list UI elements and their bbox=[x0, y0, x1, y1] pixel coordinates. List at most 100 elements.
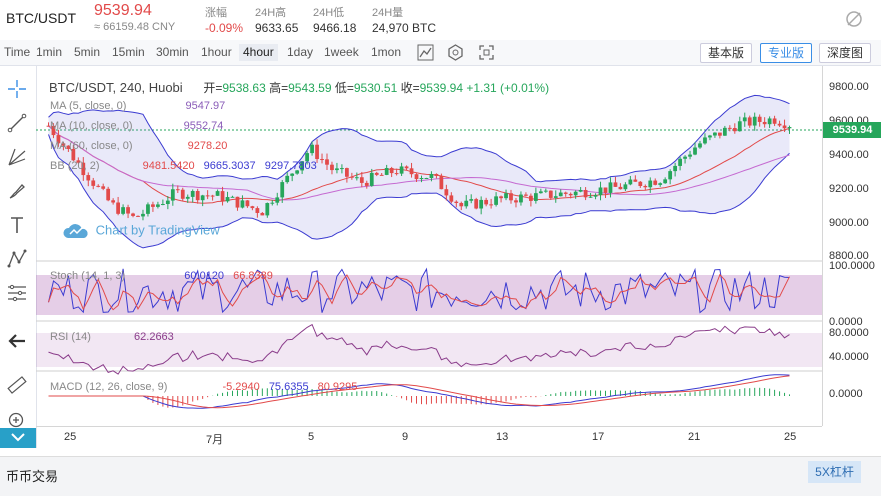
rsi-tick: 80.0000 bbox=[829, 327, 869, 339]
candle-body bbox=[668, 171, 673, 180]
candle-body bbox=[195, 191, 200, 201]
macd-label: MACD (12, 26, close, 9) bbox=[50, 381, 168, 393]
candle-body bbox=[553, 196, 558, 198]
pattern-icon[interactable] bbox=[6, 248, 28, 270]
ma5-label: MA (5, close, 0) bbox=[50, 100, 127, 112]
candle-body bbox=[146, 204, 150, 214]
macd-signal-line bbox=[48, 375, 790, 409]
tf-5min[interactable]: 5min bbox=[74, 45, 101, 59]
spot-trading-tab[interactable]: 币币交易 bbox=[6, 469, 59, 484]
chart-canvas[interactable] bbox=[36, 66, 822, 426]
ma10-label: MA (10, close, 0) bbox=[50, 120, 133, 132]
candle-body bbox=[747, 117, 752, 126]
candle-body bbox=[330, 164, 334, 171]
tf-4hour[interactable]: 4hour bbox=[239, 44, 278, 61]
candle-body bbox=[379, 174, 384, 176]
indicators-icon[interactable] bbox=[446, 43, 465, 62]
candle-body bbox=[121, 207, 125, 214]
tradingview-watermark[interactable]: Chart by TradingView bbox=[62, 222, 220, 240]
ma60-value: 9278.20 bbox=[187, 140, 228, 152]
candle-body bbox=[66, 145, 71, 149]
symbol-title[interactable]: BTC/USDT, 240, Huobi bbox=[49, 80, 183, 95]
candle-body bbox=[399, 166, 404, 174]
candle-body bbox=[698, 143, 702, 148]
tf-30min[interactable]: 30min bbox=[156, 45, 189, 59]
leverage-button[interactable]: 5X杠杆 bbox=[808, 461, 861, 483]
candle-body bbox=[499, 196, 503, 199]
candle-body bbox=[156, 204, 160, 207]
macd-line bbox=[48, 374, 790, 409]
brush-icon[interactable] bbox=[6, 180, 28, 202]
ma5-legend[interactable]: MA (5, close, 0) 9547.97 bbox=[50, 100, 225, 112]
price-tick: 8800.00 bbox=[829, 250, 869, 262]
ma5-value: 9547.97 bbox=[185, 100, 226, 112]
chart-type-icon[interactable] bbox=[416, 43, 435, 62]
ma10-legend[interactable]: MA (10, close, 0) 9552.74 bbox=[50, 120, 223, 132]
candle-body bbox=[116, 202, 120, 214]
candle-body bbox=[548, 190, 553, 198]
time-tick: 5 bbox=[308, 431, 315, 443]
candle-body bbox=[533, 193, 538, 201]
ma60-legend[interactable]: MA (60, close, 0) 9278.20 bbox=[50, 140, 227, 152]
candle-body bbox=[693, 147, 697, 155]
tf-1hour[interactable]: 1hour bbox=[201, 45, 232, 59]
pitchfork-icon[interactable] bbox=[6, 146, 28, 168]
bb-legend[interactable]: BB (20, 2) 9481.5420 9665.3037 9297.7803 bbox=[50, 160, 317, 172]
price-tick: 9200.00 bbox=[829, 183, 869, 195]
pro-view-button[interactable]: 专业版 bbox=[760, 43, 813, 63]
candle-body bbox=[558, 192, 563, 197]
ma10-value: 9552.74 bbox=[183, 120, 224, 132]
basic-view-button[interactable]: 基本版 bbox=[700, 43, 753, 63]
candle-body bbox=[170, 189, 175, 201]
candle-body bbox=[767, 118, 772, 125]
candle-body bbox=[514, 200, 518, 203]
candle-body bbox=[369, 172, 374, 186]
crosshair-icon[interactable] bbox=[6, 78, 28, 100]
candle-body bbox=[265, 203, 270, 216]
time-tick: 25 bbox=[784, 431, 797, 443]
stoch-legend[interactable]: Stoch (14, 1, 3) 60.0120 66.8339 bbox=[50, 270, 273, 282]
depth-chart-button[interactable]: 深度图 bbox=[819, 43, 872, 63]
high-value: 9633.65 bbox=[255, 21, 299, 35]
candle-body bbox=[424, 177, 429, 179]
time-tick: 7月 bbox=[206, 434, 224, 446]
time-tick: 17 bbox=[592, 431, 605, 443]
candle-body bbox=[708, 135, 712, 138]
tf-1mon[interactable]: 1mon bbox=[371, 45, 402, 59]
rsi-legend[interactable]: RSI (14) 62.2663 bbox=[50, 331, 174, 343]
candle-body bbox=[538, 191, 543, 194]
tf-time[interactable]: Time bbox=[4, 45, 31, 59]
candle-body bbox=[718, 132, 722, 136]
candle-body bbox=[737, 121, 742, 132]
time-axis[interactable]: 25 7月 5 9 13 17 21 25 bbox=[36, 426, 822, 449]
close-value: 9539.94 bbox=[419, 81, 464, 95]
candle-body bbox=[404, 166, 409, 169]
tf-1day[interactable]: 1day bbox=[287, 45, 314, 59]
tf-1min[interactable]: 1min bbox=[36, 45, 63, 59]
pair-name[interactable]: BTC/USDT bbox=[6, 10, 76, 26]
stoch-tick: 100.0000 bbox=[829, 260, 875, 272]
fib-retracement-icon[interactable] bbox=[6, 282, 28, 304]
candle-body bbox=[593, 195, 598, 197]
change-value: +1.31 (+0.01%) bbox=[466, 81, 550, 95]
macd-legend[interactable]: MACD (12, 26, close, 9) -5.2940 75.6355 … bbox=[50, 381, 357, 393]
fullscreen-icon[interactable] bbox=[477, 43, 496, 62]
tf-15min[interactable]: 15min bbox=[112, 45, 145, 59]
tf-1week[interactable]: 1week bbox=[324, 45, 359, 59]
back-arrow-icon[interactable] bbox=[6, 330, 28, 352]
candle-body bbox=[235, 196, 240, 208]
text-tool-icon[interactable] bbox=[6, 214, 28, 236]
candle-body bbox=[275, 197, 280, 203]
candle-body bbox=[727, 127, 732, 129]
candle-body bbox=[180, 189, 185, 199]
zoom-in-icon[interactable] bbox=[6, 410, 28, 432]
ruler-icon[interactable] bbox=[6, 374, 28, 396]
collapse-toolbar-button[interactable] bbox=[0, 428, 36, 448]
trend-line-icon[interactable] bbox=[6, 112, 28, 134]
candle-body bbox=[349, 176, 354, 178]
candle-body bbox=[46, 125, 51, 127]
price-axis[interactable]: 9800.00 9600.00 9400.00 9200.00 9000.00 … bbox=[822, 66, 881, 426]
macd-tick: 0.0000 bbox=[829, 388, 863, 400]
hide-icon[interactable] bbox=[845, 10, 863, 28]
candle-body bbox=[543, 190, 548, 192]
